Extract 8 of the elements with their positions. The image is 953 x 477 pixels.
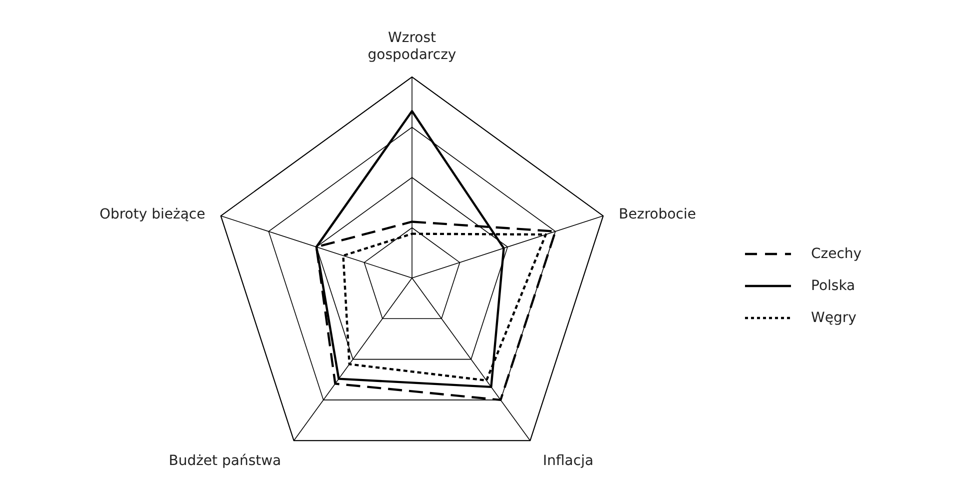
spoke-label: Inflacja [542, 453, 594, 470]
spoke-label: Obroty bieżące [99, 206, 206, 222]
legend-label: Czechy [811, 246, 862, 262]
spoke-label: Budżet państwa [168, 453, 282, 470]
legend-label: Polska [811, 278, 856, 294]
legend-label: Węgry [811, 310, 856, 326]
spoke-label: Wzrost gospodarczy [368, 30, 456, 63]
spoke-label: Bezrobocie [618, 206, 696, 222]
